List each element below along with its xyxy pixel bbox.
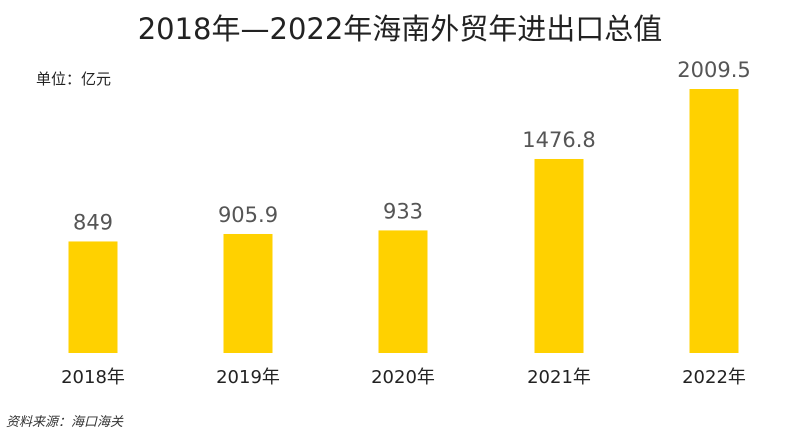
x-tick-label: 2020年	[371, 367, 435, 388]
value-label: 905.9	[218, 203, 278, 227]
x-tick-label: 2022年	[682, 367, 746, 388]
bar-2018	[68, 241, 118, 353]
x-tick-label: 2019年	[216, 367, 280, 388]
x-tick-label: 2018年	[61, 367, 125, 388]
source-note: 资料来源：海口海关	[6, 415, 124, 430]
bar-2020	[378, 230, 428, 353]
bar-2022	[689, 89, 739, 353]
value-label: 849	[73, 210, 113, 234]
bar-2021	[534, 158, 584, 353]
value-label: 2009.5	[677, 58, 750, 82]
bars-layer: 849 2018年 905.9 2019年 933 2020年 1476.8 2021年 200…	[61, 58, 751, 388]
bar-2019	[223, 233, 273, 353]
x-tick-label: 2021年	[527, 367, 591, 388]
value-label: 1476.8	[522, 128, 595, 152]
value-label: 933	[383, 199, 423, 223]
unit-label: 单位：亿元	[36, 70, 112, 88]
chart-title: 2018年—2022年海南外贸年进出口总值	[137, 12, 663, 46]
